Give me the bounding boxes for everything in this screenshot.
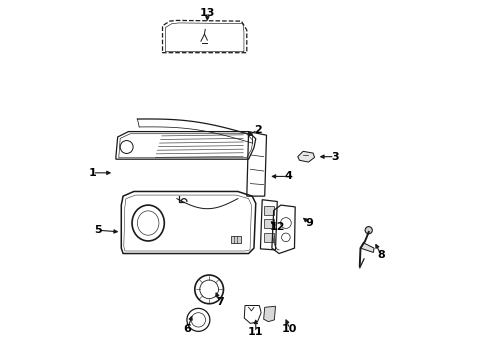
Circle shape [365,226,372,234]
Text: 5: 5 [94,225,102,235]
Text: 6: 6 [184,324,192,334]
Polygon shape [298,151,315,162]
Polygon shape [231,235,242,243]
Polygon shape [264,233,274,242]
Polygon shape [264,206,274,215]
Text: 13: 13 [199,8,215,18]
Text: 4: 4 [284,171,292,181]
Text: 2: 2 [254,125,262,135]
Text: 7: 7 [216,297,224,307]
Text: 11: 11 [248,327,264,337]
Text: 3: 3 [331,152,339,162]
Polygon shape [264,306,275,321]
Polygon shape [361,243,374,252]
Text: 1: 1 [89,168,97,178]
Text: 12: 12 [270,222,285,231]
Polygon shape [245,306,261,323]
Text: 10: 10 [282,324,297,334]
Text: 9: 9 [306,218,314,228]
Text: 8: 8 [377,250,385,260]
Polygon shape [264,220,274,228]
